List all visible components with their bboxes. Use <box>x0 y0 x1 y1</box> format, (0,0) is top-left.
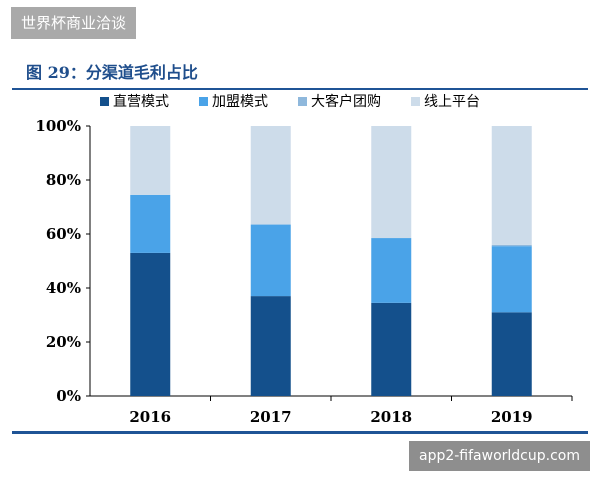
bar-2018-series-1 <box>371 302 412 396</box>
y-tick-label: 80% <box>46 171 81 189</box>
y-tick-label: 40% <box>46 279 81 297</box>
y-tick-label: 60% <box>46 225 81 243</box>
bar-2019-series-1 <box>491 312 532 396</box>
legend-swatch-1 <box>100 97 109 106</box>
top-banner: 世界杯商业洽谈 <box>11 7 137 39</box>
bar-2017-series-2 <box>250 224 291 297</box>
bar-2018-series-4 <box>371 126 412 239</box>
bar-2018-series-2 <box>371 238 412 303</box>
footer-watermark: app2-fifaworldcup.com <box>409 441 590 471</box>
x-tick-label: 2019 <box>491 408 533 426</box>
bar-2019-series-3 <box>491 244 532 247</box>
x-tick-label: 2018 <box>370 408 412 426</box>
legend-swatch-4 <box>411 97 420 106</box>
legend-label-2: 加盟模式 <box>212 94 268 110</box>
bar-2017-series-1 <box>250 296 291 396</box>
legend-label-1: 直营模式 <box>113 93 169 110</box>
bar-2019-series-4 <box>491 126 532 245</box>
legend-label-3: 大客户团购 <box>311 93 381 110</box>
legend-swatch-2 <box>199 97 208 106</box>
bar-2017-series-4 <box>250 126 291 225</box>
x-tick-label: 2016 <box>129 408 171 426</box>
top-divider <box>12 88 588 90</box>
x-tick-label: 2017 <box>250 408 292 426</box>
bar-2016-series-2 <box>130 194 171 253</box>
bar-2016-series-1 <box>130 252 171 396</box>
y-tick-label: 100% <box>35 117 81 135</box>
y-tick-label: 20% <box>46 333 81 351</box>
legend-label-4: 线上平台 <box>424 94 480 110</box>
bar-2019-series-2 <box>491 246 532 313</box>
chart-title: 图 29：分渠道毛利占比 <box>26 63 198 82</box>
bottom-divider <box>12 431 588 434</box>
y-tick-label: 0% <box>56 387 81 405</box>
bar-2016-series-4 <box>130 126 171 195</box>
legend-swatch-3 <box>298 97 307 106</box>
